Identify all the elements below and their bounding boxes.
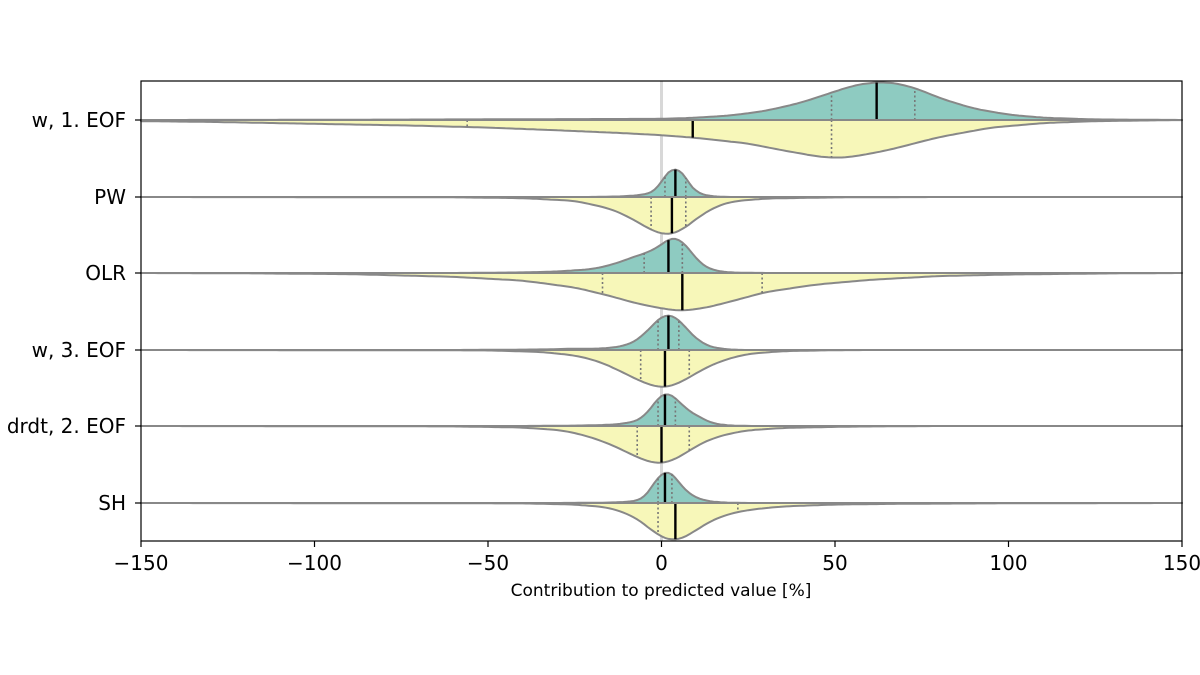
lower-half-violin (140, 119, 1183, 159)
x-tick-label: 50 (822, 551, 847, 575)
violin-pw (140, 168, 1183, 235)
x-tick-label: −50 (467, 551, 509, 575)
upper-half-violin (140, 237, 1183, 274)
category-label: w, 3. EOF (32, 338, 126, 362)
category-label: PW (94, 185, 126, 209)
violin-w-1-eof (140, 81, 1183, 159)
x-axis-label: Contribution to predicted value [%] (511, 581, 812, 601)
category-label: SH (98, 491, 126, 515)
violin-w-3-eof (140, 314, 1183, 388)
axes: w, 1. EOF PW OLR w, 3. EOF drdt, 2. EOF SH −15… (7, 80, 1200, 575)
category-label: OLR (85, 261, 126, 285)
category-label: w, 1. EOF (32, 108, 126, 132)
x-tick-label: 100 (989, 551, 1027, 575)
x-tick-label: −150 (114, 551, 169, 575)
upper-half-violin (140, 314, 1183, 351)
lower-half-violin (140, 196, 1183, 235)
violin-sh (140, 471, 1183, 541)
upper-half-violin (140, 471, 1183, 504)
category-label: drdt, 2. EOF (7, 414, 126, 438)
x-tick-label: 0 (655, 551, 668, 575)
x-tick-label: −100 (287, 551, 342, 575)
x-tick-label: 150 (1163, 551, 1200, 575)
violin-drdt-2-eof (140, 393, 1183, 464)
violin-olr (140, 237, 1183, 312)
lower-half-violin (140, 272, 1183, 312)
plot-area (140, 81, 1183, 541)
lower-half-violin (140, 502, 1183, 541)
upper-half-violin (140, 393, 1183, 427)
lower-half-violin (140, 349, 1183, 388)
